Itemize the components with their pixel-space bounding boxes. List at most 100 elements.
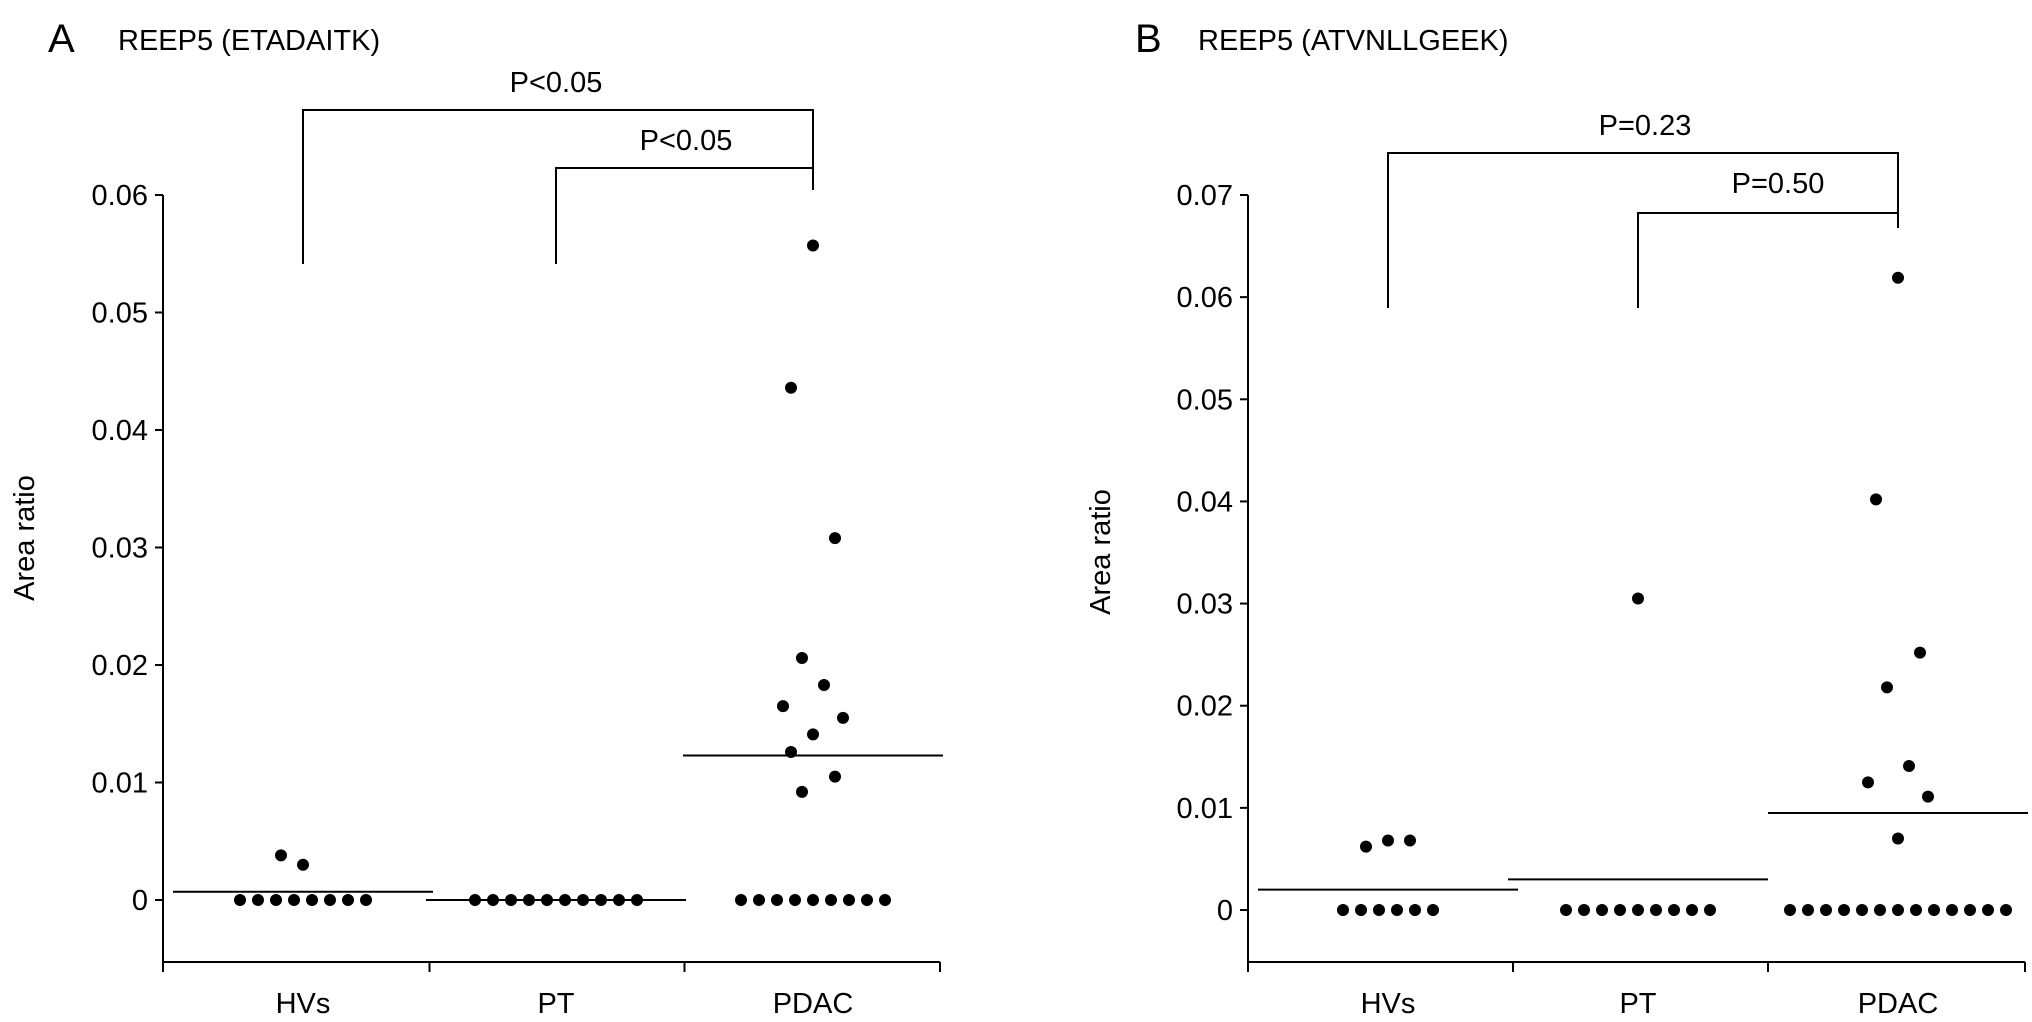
panel-b-data-point — [1373, 904, 1385, 916]
panel-a-plot: 0 0.01 0.02 0.03 0.04 0.05 0.06 HVs PT PDAC P<0.05… — [92, 67, 943, 1020]
panel-a-data-point — [306, 894, 318, 906]
panel-a-data-point — [789, 894, 801, 906]
panel-b-significance-bracket — [1387, 152, 1899, 308]
panel-b-data-point — [1404, 834, 1416, 847]
panel-a-data-point — [829, 532, 841, 545]
panel-a-data-point — [818, 678, 830, 691]
panel-a-title: REEP5 (ETADAITK) — [118, 25, 380, 57]
panel-b-data-point — [1802, 904, 1814, 916]
panel-a-data-point — [360, 894, 372, 906]
panel-a-y-axis-label: Area ratio — [9, 475, 41, 601]
panel-b-data-point — [1382, 834, 1394, 847]
panel-a-data-point — [771, 894, 783, 906]
panel-a-data-point — [753, 894, 765, 906]
panel-b-data-point — [1910, 904, 1922, 916]
panel-b-data-point — [1337, 904, 1349, 916]
panel-b-data-point — [1892, 271, 1904, 284]
panel-a-significance-bracket — [302, 109, 814, 264]
panel-b-data-point — [1922, 790, 1934, 803]
panel-b-data-point — [1632, 904, 1644, 916]
panel-a-data-point — [861, 894, 873, 906]
panel-a-p-value-label: P<0.05 — [640, 125, 733, 157]
panel-b-data-point — [1668, 904, 1680, 916]
panel-a-data-point — [807, 728, 819, 741]
panel-b-y-tick-label: 0.01 — [1177, 793, 1233, 825]
panel-b-data-point — [1560, 904, 1572, 916]
panel-b-y-tick-label: 0.07 — [1177, 180, 1233, 212]
panel-a-p-value-label: P<0.05 — [510, 67, 603, 99]
panel-a-letter: A — [48, 17, 75, 61]
panel-a-y-tick-label: 0.05 — [92, 298, 148, 330]
panel-a-data-point — [785, 381, 797, 394]
panel-a-data-point — [297, 858, 309, 871]
panel-b-y-tick-label: 0.02 — [1177, 691, 1233, 723]
panel-b-data-point — [1928, 904, 1940, 916]
panel-a-y-tick-label: 0.01 — [92, 768, 148, 800]
panel-b-data-point — [1578, 904, 1590, 916]
panel-b-data-point — [1427, 904, 1439, 916]
panel-b-p-value-label: P=0.50 — [1732, 168, 1825, 200]
panel-a-data-point — [796, 785, 808, 798]
panel-b-significance-bracket — [1637, 212, 1899, 308]
panel-b-data-point — [1355, 904, 1367, 916]
panel-b-y-tick-label: 0.05 — [1177, 384, 1233, 416]
panel-b-data-point — [1391, 904, 1403, 916]
panel-a-data-point — [324, 894, 336, 906]
panel-a-significance-bracket — [555, 167, 814, 264]
panel-a-y-tick-label: 0.06 — [92, 180, 148, 212]
panel-b-data-point — [1914, 646, 1926, 659]
panel-b-data-point — [1409, 904, 1421, 916]
panel-a-category-label: HVs — [276, 988, 331, 1020]
panel-b-y-axis-label: Area ratio — [1085, 489, 1117, 615]
panel-b-data-point — [1946, 904, 1958, 916]
panel-b-y-tick-label: 0.04 — [1177, 486, 1233, 518]
panel-b-data-point — [1704, 904, 1716, 916]
panel-b-plot: 0 0.01 0.02 0.03 0.04 0.05 0.06 0.07 HVs PT PDAC P=… — [1177, 110, 2028, 1020]
panel-a-y-tick-label: 0 — [132, 885, 148, 917]
panel-b-data-point — [1838, 904, 1850, 916]
panel-b-data-point — [1982, 904, 1994, 916]
panel-b-data-point — [1632, 592, 1644, 605]
panel-a-data-point — [879, 894, 891, 906]
panel-b-data-point — [1784, 904, 1796, 916]
panel-b-data-point — [1892, 832, 1904, 845]
panel-a-y-tick-label: 0.04 — [92, 415, 148, 447]
panel-b-data-point — [1596, 904, 1608, 916]
panel-b-data-point — [1874, 904, 1886, 916]
panel-b: B REEP5 (ATVNLLGEEK) Area ratio 0 0.01 0.0… — [1085, 17, 2028, 1020]
panel-a-data-point — [270, 894, 282, 906]
panel-b-data-point — [2000, 904, 2012, 916]
panel-a-data-point — [807, 894, 819, 906]
panel-a-data-point — [837, 711, 849, 724]
panel-b-title: REEP5 (ATVNLLGEEK) — [1198, 25, 1509, 57]
panel-b-y-tick-label: 0.06 — [1177, 282, 1233, 314]
panel-b-data-point — [1820, 904, 1832, 916]
panel-a-data-point — [735, 894, 747, 906]
panel-a-data-point — [777, 700, 789, 713]
panel-b-data-point — [1881, 681, 1893, 694]
panel-a-data-point — [234, 894, 246, 906]
panel-b-data-point — [1862, 776, 1874, 789]
panel-b-data-point — [1650, 904, 1662, 916]
panel-a-data-point — [843, 894, 855, 906]
panel-b-data-point — [1614, 904, 1626, 916]
panel-a-data-point — [252, 894, 264, 906]
panel-a-data-point — [807, 239, 819, 252]
panel-a-data-point — [825, 894, 837, 906]
panel-b-letter: B — [1135, 17, 1162, 61]
panel-b-data-point — [1870, 493, 1882, 506]
panel-a-data-point — [288, 894, 300, 906]
panel-a-category-label: PT — [537, 988, 574, 1020]
panel-b-data-point — [1892, 904, 1904, 916]
panel-b-category-label: PT — [1619, 988, 1656, 1020]
panel-b-data-point — [1964, 904, 1976, 916]
panel-b-data-point — [1856, 904, 1868, 916]
panel-b-y-tick-label: 0 — [1217, 895, 1233, 927]
panel-a-y-tick-label: 0.03 — [92, 533, 148, 565]
panel-a-data-point — [829, 770, 841, 783]
panel-a-y-tick-label: 0.02 — [92, 650, 148, 682]
panel-a-data-point — [275, 849, 287, 862]
panel-b-category-label: HVs — [1361, 988, 1416, 1020]
panel-a-category-label: PDAC — [773, 988, 854, 1020]
